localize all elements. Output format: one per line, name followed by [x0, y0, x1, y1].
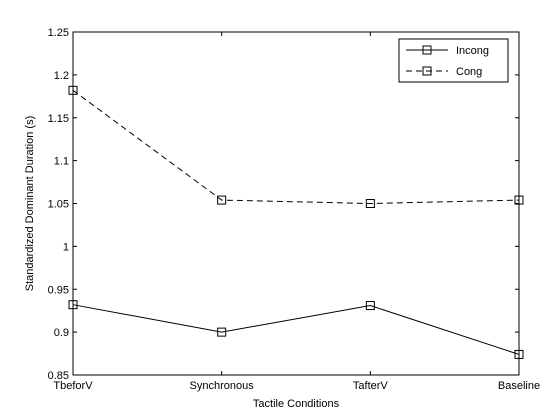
- axis-ticks: 0.85 0.9 0.95 1 1.05 1.1 1.15 1.2 1.25 TbeforV Syn…: [48, 27, 541, 392]
- y-axis-label: Standardized Dominant Duration (s): [24, 116, 36, 291]
- legend-marker-incong: [422, 45, 432, 55]
- data-point-cong: [217, 195, 227, 205]
- legend-label-incong: Incong: [456, 45, 489, 57]
- x-tick-label: TafterV: [353, 380, 389, 392]
- y-tick-label: 0.9: [54, 327, 69, 339]
- y-tick-label: 1.05: [48, 199, 69, 211]
- legend-marker-cong: [422, 66, 432, 76]
- series-line-cong: [72, 89, 520, 205]
- y-tick-label: 0.95: [48, 284, 69, 296]
- x-axis-label: Tactile Conditions: [253, 398, 340, 410]
- y-tick-label: 1.25: [48, 27, 69, 39]
- y-tick-label: 1: [63, 241, 69, 253]
- x-tick-label: Synchronous: [190, 380, 255, 392]
- series-line-incong: [72, 304, 520, 355]
- plot-frame: [72, 31, 520, 376]
- y-tick-label: 1.1: [54, 156, 69, 168]
- legend-box: [398, 38, 509, 83]
- data-point-incong: [217, 327, 227, 337]
- legend: Incong Cong: [398, 38, 509, 83]
- y-tick-label: 1.15: [48, 113, 69, 125]
- y-tick-label: 0.85: [48, 370, 69, 382]
- data-point-cong: [365, 199, 375, 208]
- x-tick-label: TbeforV: [53, 380, 93, 392]
- y-tick-label: 1.2: [54, 70, 69, 82]
- x-tick-label: Baseline: [498, 380, 540, 392]
- data-point-incong: [365, 301, 375, 311]
- legend-label-cong: Cong: [456, 66, 482, 78]
- plot-area: [73, 32, 519, 375]
